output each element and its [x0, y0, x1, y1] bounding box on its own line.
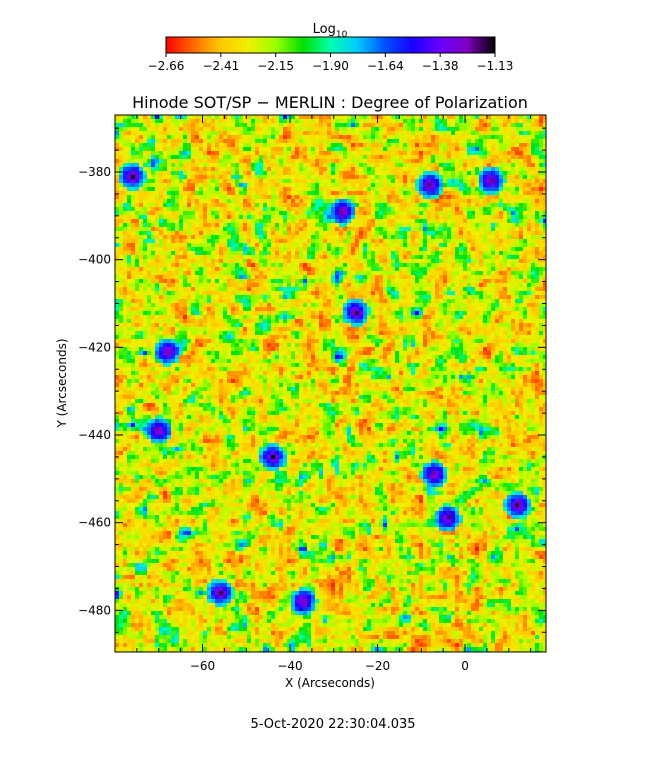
y-tick-label: −400: [78, 253, 111, 267]
y-tick-label: −480: [78, 603, 111, 617]
x-tick-label: 0: [461, 659, 469, 673]
colorbar-tick-label: −2.66: [148, 59, 185, 73]
x-tick-label: −60: [190, 659, 215, 673]
colorbar-label: Log10: [313, 22, 348, 40]
colorbar-tick-label: −1.90: [312, 59, 349, 73]
colorbar-tick-label: −1.13: [477, 59, 514, 73]
colorbar: Log10 −2.66 −2.41 −2.15 −1.90 −1.64 −1.38 −1.1…: [148, 22, 514, 73]
colorbar-tick-label: −1.38: [422, 59, 459, 73]
x-axis: −60 −40 −20 0: [136, 115, 532, 673]
x-axis-label: X (Arcseconds): [285, 676, 375, 690]
y-tick-label: −440: [78, 428, 111, 442]
colorbar-tick-label: −2.41: [202, 59, 239, 73]
y-axis: −380 −400 −420 −440 −460 −480: [78, 127, 546, 633]
timestamp: 5-Oct-2020 22:30:04.035: [250, 717, 415, 732]
x-tick-label: −20: [365, 659, 390, 673]
plot-frame: [114, 114, 547, 653]
y-tick-label: −420: [78, 340, 111, 354]
colorbar-gradient: [165, 36, 496, 54]
y-tick-label: −460: [78, 516, 111, 530]
y-tick-label: −380: [78, 165, 111, 179]
colorbar-tick-label: −2.15: [257, 59, 294, 73]
chart-title: Hinode SOT/SP − MERLIN : Degree of Polar…: [132, 93, 528, 112]
colorbar-tick-label: −1.64: [367, 59, 404, 73]
x-tick-label: −40: [277, 659, 302, 673]
heatmap: [115, 115, 546, 652]
colorbar-label-subscript: 10: [336, 30, 348, 40]
y-axis-label: Y (Arcseconds): [55, 338, 69, 428]
colorbar-ticks: −2.66 −2.41 −2.15 −1.90 −1.64 −1.38 −1.13: [148, 53, 514, 73]
plot-area: −60 −40 −20 0 −380 −400 −420 −440 −460 −480: [78, 114, 547, 673]
